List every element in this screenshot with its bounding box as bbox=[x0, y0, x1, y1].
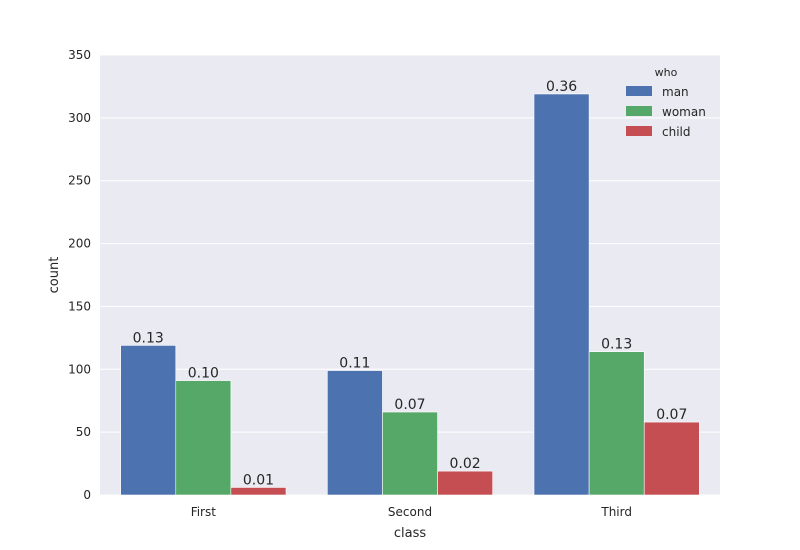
y-tick-label: 300 bbox=[68, 111, 91, 125]
bars bbox=[120, 93, 700, 496]
data-label: 0.10 bbox=[188, 366, 219, 382]
x-tick-label: Third bbox=[600, 505, 632, 519]
data-labels: 0.13 0.10 0.01 0.11 0.07 0.02 0.36 0.13 0.07 bbox=[133, 79, 688, 488]
y-tick-label: 250 bbox=[68, 174, 91, 188]
legend-swatch-child bbox=[626, 126, 652, 136]
bar-man-third bbox=[533, 93, 590, 496]
legend-swatch-woman bbox=[626, 106, 652, 116]
legend-title: who bbox=[655, 66, 678, 79]
data-label: 0.11 bbox=[339, 356, 370, 372]
legend-label-child: child bbox=[662, 125, 691, 139]
legend: who man woman child bbox=[626, 66, 706, 139]
x-axis-title: class bbox=[394, 526, 426, 541]
data-label: 0.01 bbox=[243, 472, 274, 488]
y-tick-label: 100 bbox=[68, 362, 91, 376]
x-tick-label: Second bbox=[388, 505, 432, 519]
bar-woman-third bbox=[588, 351, 645, 496]
bar-man-second bbox=[327, 370, 383, 496]
legend-label-man: man bbox=[662, 85, 689, 99]
bar-man-first bbox=[120, 345, 177, 496]
y-tick-label: 200 bbox=[68, 237, 91, 251]
data-label: 0.13 bbox=[133, 330, 164, 346]
y-axis-title: count bbox=[47, 257, 62, 294]
data-label: 0.07 bbox=[656, 407, 687, 423]
bar-woman-first bbox=[175, 380, 232, 496]
bar-child-second bbox=[437, 470, 493, 496]
bar-child-third bbox=[643, 421, 700, 496]
y-tick-label: 350 bbox=[68, 48, 91, 62]
y-tick-label: 0 bbox=[83, 488, 91, 502]
y-axis-ticks: 0 50 100 150 200 250 300 350 bbox=[68, 48, 91, 502]
y-tick-label: 50 bbox=[76, 425, 91, 439]
bar-child-first bbox=[230, 487, 287, 496]
x-tick-label: First bbox=[191, 505, 217, 519]
x-axis-ticks: First Second Third bbox=[191, 505, 632, 519]
data-label: 0.07 bbox=[394, 397, 425, 413]
legend-swatch-man bbox=[626, 86, 652, 96]
legend-label-woman: woman bbox=[662, 105, 706, 119]
data-label: 0.13 bbox=[601, 337, 632, 353]
bar-woman-second bbox=[382, 411, 438, 496]
y-tick-label: 150 bbox=[68, 299, 91, 313]
data-label: 0.36 bbox=[546, 79, 577, 95]
data-label: 0.02 bbox=[450, 456, 481, 472]
